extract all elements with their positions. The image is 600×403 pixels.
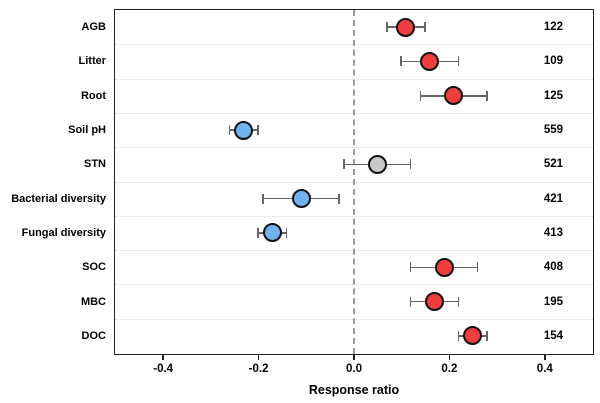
sample-size: 413 [543,226,563,239]
error-bar-cap-low [409,262,412,273]
x-tick-label: 0.2 [441,363,458,375]
x-tick [448,355,451,360]
data-point-mbc [425,292,445,312]
error-bar-cap-low [343,159,345,170]
category-label: Fungal diversity [21,226,106,239]
category-label: AGB [81,21,106,34]
x-tick [257,355,260,360]
x-tick-label: 0.4 [536,363,553,375]
error-bar-cap-high [409,159,412,170]
x-tick-label: -0.2 [248,363,269,375]
error-bar-cap-low [400,56,402,67]
error-bar-cap-high [457,296,460,307]
data-point-doc [463,326,483,346]
data-point-root [444,86,464,106]
error-bar-cap-low [419,90,422,101]
plot-area: 122 109 125 559 521 421 413 408 195 154 [114,9,594,355]
sample-size: 125 [543,89,563,102]
error-bar-cap-low [262,193,264,204]
error-bar-cap-high [424,22,426,33]
error-bar-cap-high [486,90,488,101]
error-bar-cap-high [285,227,288,238]
sample-size: 122 [543,21,563,34]
error-bar-cap-high [257,125,259,136]
category-label: Bacterial diversity [11,192,106,205]
data-point-fungal-diversity [262,223,282,243]
category-label: MBC [80,295,106,308]
error-bar-cap-high [476,262,479,273]
error-bar-cap-low [409,296,412,307]
data-point-litter [420,51,440,71]
category-label: STN [84,158,106,171]
error-bar-cap-high [486,330,488,341]
data-point-soil-ph [234,120,254,140]
data-point-stn [367,154,387,174]
category-label: DOC [81,329,106,342]
error-bar-cap-low [386,22,388,33]
category-labels-column: AGB Litter Root Soil pH STN Bacterial diversi… [0,9,106,355]
data-point-agb [396,17,416,37]
data-point-bacterial-diversity [291,189,311,209]
x-tick-label: 0.0 [346,363,362,375]
x-tick-label: -0.4 [153,363,174,375]
sample-size: 421 [543,192,563,205]
category-label: Root [80,89,106,102]
category-label: Litter [78,55,107,68]
sample-size: 408 [543,261,563,274]
error-bar-cap-low [457,330,460,341]
sample-size: 109 [543,55,563,68]
error-bar-cap-low [228,125,231,136]
data-point-soc [434,257,454,277]
category-label: Soil pH [68,124,106,137]
sample-size: 521 [543,158,563,171]
x-tick [162,355,164,360]
x-tick [544,355,546,360]
x-tick [353,355,355,360]
error-bar-cap-high [457,56,460,67]
category-label: SOC [82,261,106,274]
x-axis-title: Response ratio [308,383,400,397]
sample-size: 195 [543,295,563,308]
sample-size: 154 [543,329,563,342]
zero-reference-line [352,10,355,354]
error-bar-cap-low [257,227,259,238]
error-bar-cap-high [338,193,340,204]
sample-size: 559 [543,124,563,137]
